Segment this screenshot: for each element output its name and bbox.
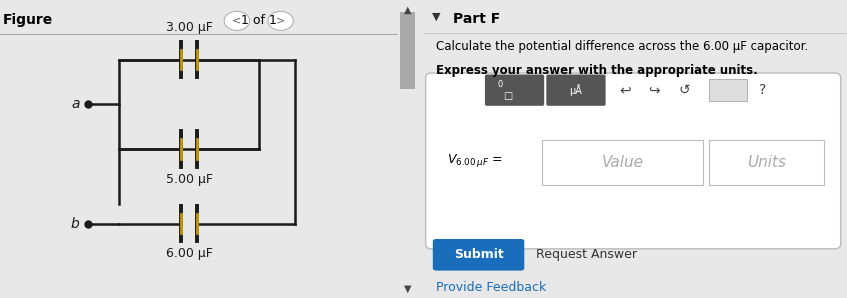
Text: >: > — [276, 16, 285, 26]
Text: □: □ — [504, 91, 512, 101]
Text: a: a — [71, 97, 80, 111]
FancyBboxPatch shape — [485, 74, 545, 106]
Bar — [710, 79, 748, 101]
Text: Submit: Submit — [454, 248, 503, 261]
Text: ▲: ▲ — [404, 4, 411, 15]
Text: Provide Feedback: Provide Feedback — [436, 281, 546, 294]
Text: Figure: Figure — [3, 13, 53, 27]
Text: Calculate the potential difference across the 6.00 μF capacitor.: Calculate the potential difference acros… — [436, 40, 808, 53]
FancyBboxPatch shape — [433, 239, 524, 271]
Text: Request Answer: Request Answer — [536, 248, 637, 261]
Text: b: b — [71, 217, 80, 230]
Text: 0: 0 — [497, 80, 502, 89]
Bar — [400, 12, 415, 89]
Text: 3.00 μF: 3.00 μF — [166, 21, 213, 34]
Bar — [710, 140, 824, 185]
Text: 5.00 μF: 5.00 μF — [166, 173, 213, 186]
FancyBboxPatch shape — [426, 73, 841, 249]
Text: ▼: ▼ — [432, 12, 440, 22]
Text: ?: ? — [759, 83, 766, 97]
Text: <: < — [232, 16, 241, 26]
Text: ▼: ▼ — [404, 283, 411, 294]
FancyBboxPatch shape — [546, 74, 606, 106]
Text: ↩: ↩ — [619, 83, 630, 97]
Text: $V_{6.00\,\mu F}$ =: $V_{6.00\,\mu F}$ = — [447, 152, 502, 170]
Text: Value: Value — [601, 155, 644, 170]
Text: ↪: ↪ — [649, 83, 660, 97]
Text: Part F: Part F — [453, 12, 501, 26]
Text: 1 of 1: 1 of 1 — [241, 14, 277, 27]
Text: μÅ: μÅ — [569, 84, 583, 96]
Circle shape — [224, 11, 250, 30]
Circle shape — [268, 11, 293, 30]
Text: ↺: ↺ — [678, 83, 689, 97]
Text: Express your answer with the appropriate units.: Express your answer with the appropriate… — [436, 64, 758, 77]
Text: 6.00 μF: 6.00 μF — [166, 247, 213, 260]
Text: Units: Units — [747, 155, 786, 170]
Bar — [542, 140, 703, 185]
